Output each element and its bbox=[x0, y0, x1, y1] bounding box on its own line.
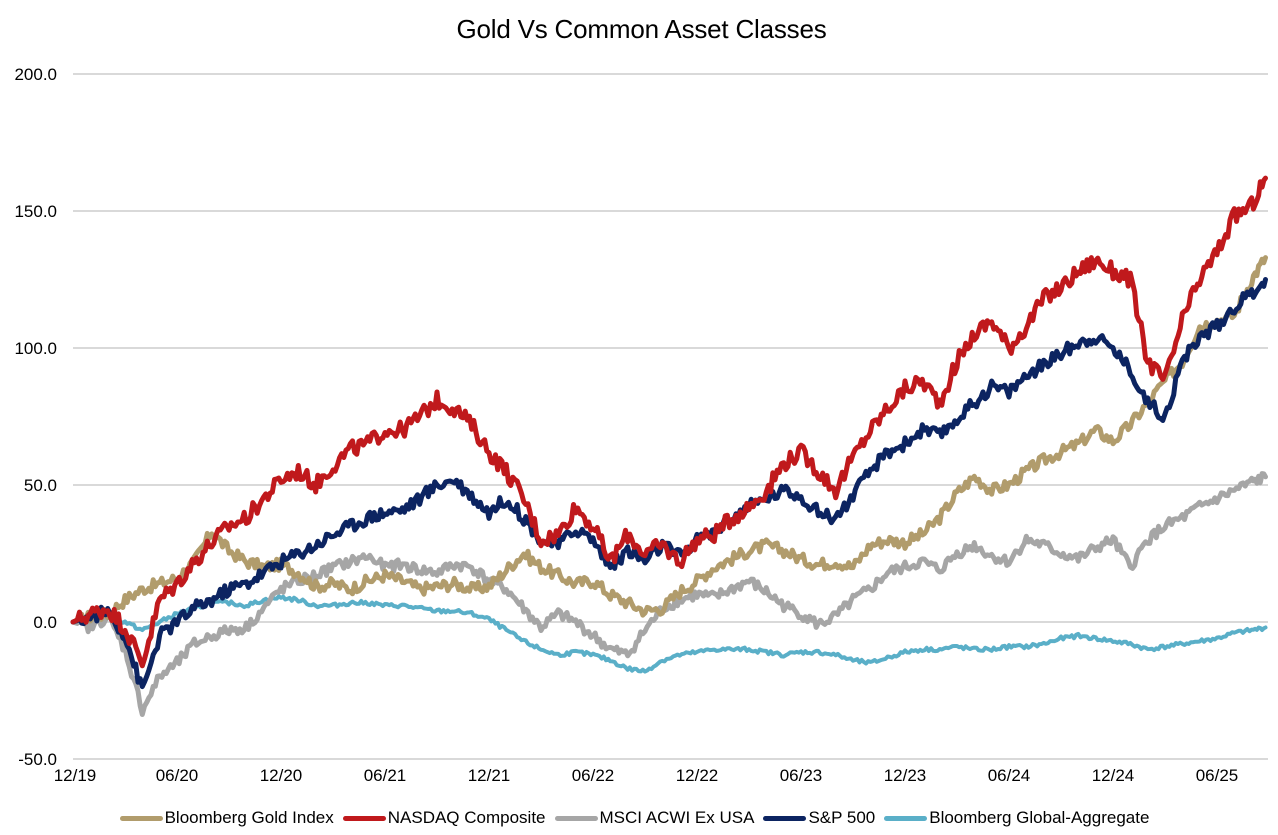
legend-swatch bbox=[884, 815, 928, 821]
x-tick-label: 06/25 bbox=[1196, 766, 1239, 785]
legend-item: S&P 500 bbox=[763, 808, 879, 828]
y-tick-label: 100.0 bbox=[14, 339, 57, 358]
y-tick-label: -50.0 bbox=[18, 750, 57, 769]
legend-item: NASDAQ Composite bbox=[342, 808, 550, 828]
legend-item: Bloomberg Global-Aggregate bbox=[884, 808, 1153, 828]
x-axis: 12/19 06/20 12/20 06/21 12/21 06/22 12/22 06/23… bbox=[54, 766, 1239, 785]
y-tick-label: 200.0 bbox=[14, 65, 57, 84]
x-tick-label: 06/21 bbox=[364, 766, 407, 785]
x-tick-label: 06/20 bbox=[156, 766, 199, 785]
x-tick-label: 12/20 bbox=[260, 766, 303, 785]
series-lines bbox=[70, 175, 1268, 717]
legend: Bloomberg Gold Index NASDAQ Composite MSCI… bbox=[0, 808, 1278, 828]
y-tick-label: 0.0 bbox=[33, 613, 57, 632]
legend-swatch bbox=[342, 815, 386, 821]
x-tick-label: 12/19 bbox=[54, 766, 97, 785]
series-line-msci-acwi-ex-usa bbox=[70, 471, 1268, 717]
x-tick-label: 06/22 bbox=[572, 766, 615, 785]
legend-label: MSCI ACWI Ex USA bbox=[599, 808, 755, 827]
legend-item: Bloomberg Gold Index bbox=[119, 808, 338, 828]
x-tick-label: 12/24 bbox=[1092, 766, 1135, 785]
x-tick-label: 12/21 bbox=[468, 766, 511, 785]
series-line-s-p-500 bbox=[70, 277, 1268, 690]
legend-label: Bloomberg Gold Index bbox=[164, 808, 334, 827]
y-axis: 200.0 150.0 100.0 50.0 0.0 -50.0 bbox=[14, 65, 57, 769]
legend-swatch bbox=[763, 815, 807, 821]
y-tick-label: 50.0 bbox=[24, 476, 57, 495]
x-tick-label: 12/22 bbox=[676, 766, 719, 785]
legend-swatch bbox=[119, 815, 163, 821]
series-line-bloomberg-gold-index bbox=[70, 255, 1268, 627]
x-tick-label: 06/23 bbox=[780, 766, 823, 785]
x-tick-label: 06/24 bbox=[988, 766, 1031, 785]
x-tick-label: 12/23 bbox=[884, 766, 927, 785]
chart-title: Gold Vs Common Asset Classes bbox=[456, 14, 827, 44]
series-line-nasdaq-composite bbox=[70, 175, 1268, 669]
legend-label: NASDAQ Composite bbox=[387, 808, 546, 827]
legend-label: Bloomberg Global-Aggregate bbox=[929, 808, 1150, 827]
legend-label: S&P 500 bbox=[808, 808, 876, 827]
y-tick-label: 150.0 bbox=[14, 202, 57, 221]
legend-item: MSCI ACWI Ex USA bbox=[554, 808, 759, 828]
legend-swatch bbox=[554, 815, 598, 821]
